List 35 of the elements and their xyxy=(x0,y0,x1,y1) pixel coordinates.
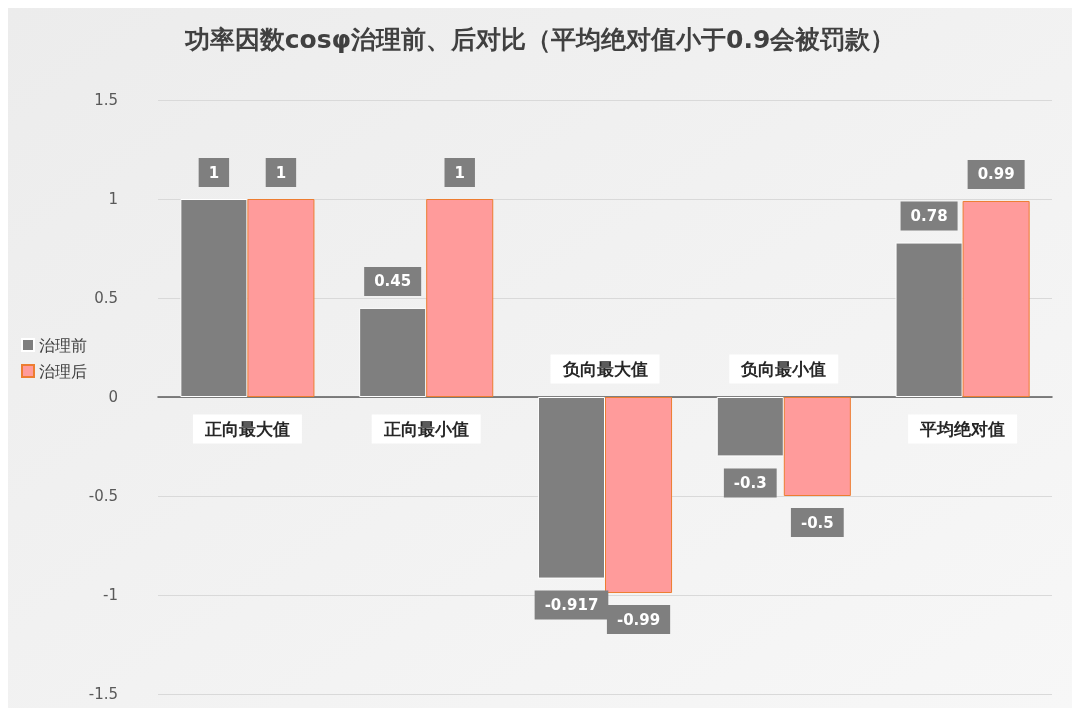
data-label: 0.78 xyxy=(910,207,948,226)
data-label: -0.3 xyxy=(733,473,767,492)
bar xyxy=(359,307,427,397)
bar xyxy=(962,200,1030,397)
y-tick-label: 0.5 xyxy=(94,289,118,307)
bar xyxy=(426,199,494,397)
y-tick-label: -1 xyxy=(103,586,118,604)
x-tick-label: 正向最大值 xyxy=(203,419,290,439)
x-tick-label: 负向最小值 xyxy=(740,359,827,379)
y-tick-label: -1.5 xyxy=(88,685,118,703)
y-tick-label: 1 xyxy=(108,190,118,208)
bar xyxy=(247,199,315,397)
data-label: 0.99 xyxy=(977,165,1015,184)
legend-label: 治理后 xyxy=(39,361,87,381)
data-label: 1 xyxy=(454,163,465,182)
bar xyxy=(537,397,605,579)
x-tick-label: 负向最大值 xyxy=(561,359,648,379)
data-label: -0.5 xyxy=(800,513,834,532)
x-tick-label: 正向最小值 xyxy=(382,419,469,439)
bar xyxy=(716,397,784,457)
chart-title: 功率因数cosφ治理前、后对比（平均绝对值小于0.9会被罚款） xyxy=(183,25,896,54)
data-label: 1 xyxy=(208,163,220,182)
bar xyxy=(783,397,851,496)
bar xyxy=(605,397,673,594)
y-tick-label: 1.5 xyxy=(94,91,118,109)
bar xyxy=(180,199,248,397)
bar xyxy=(895,242,963,397)
data-label: -0.917 xyxy=(544,596,599,615)
data-label: 1 xyxy=(275,163,287,182)
data-label: 0.45 xyxy=(374,272,412,291)
legend-label: 治理前 xyxy=(39,335,87,355)
y-tick-label: 0 xyxy=(108,388,118,406)
y-tick-label: -0.5 xyxy=(88,487,118,505)
data-label: -0.99 xyxy=(616,610,661,629)
x-tick-label: 平均绝对值 xyxy=(919,419,1006,439)
